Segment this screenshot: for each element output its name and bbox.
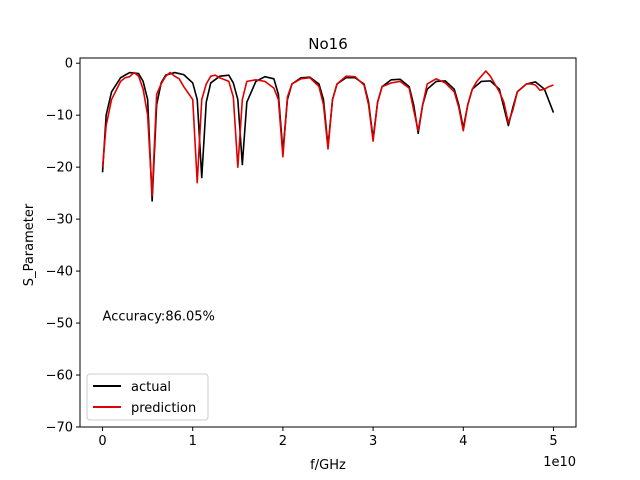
y-tick-label-6: −60: [46, 369, 73, 384]
x-axis-offset-label: 1e10: [543, 455, 576, 470]
accuracy-annotation: Accuracy:86.05%: [103, 309, 215, 324]
plot-frame: [79, 57, 577, 428]
series-line-prediction: [101, 70, 554, 197]
y-tick-label-7: −70: [46, 421, 73, 436]
chart-title: No16: [308, 35, 348, 53]
x-tick-label-0: 0: [98, 434, 106, 449]
x-tick-label-5: 5: [549, 434, 557, 449]
legend-label-prediction: prediction: [131, 401, 196, 416]
x-tick-label-4: 4: [459, 434, 467, 449]
y-tick-label-1: −10: [46, 109, 73, 124]
y-tick-label-4: −40: [46, 265, 73, 280]
y-tick-label-2: −20: [46, 161, 73, 176]
y-tick-label-5: −50: [46, 317, 73, 332]
legend: actual prediction: [86, 373, 209, 421]
legend-label-actual: actual: [131, 380, 171, 395]
y-tick-label-3: −30: [46, 213, 73, 228]
x-axis-label: f/GHz: [310, 458, 346, 473]
x-tick-label-1: 1: [189, 434, 197, 449]
y-tick-label-0: 0: [65, 57, 73, 72]
y-axis: 0 −10 −20 −30 −40 −50 −60 −70: [46, 57, 80, 436]
x-tick-label-3: 3: [369, 434, 377, 449]
y-axis-label: S_Parameter: [22, 203, 37, 286]
x-axis: 0 1 2 3 4 5: [98, 427, 558, 449]
x-tick-label-2: 2: [279, 434, 287, 449]
series-layer: [101, 70, 555, 202]
